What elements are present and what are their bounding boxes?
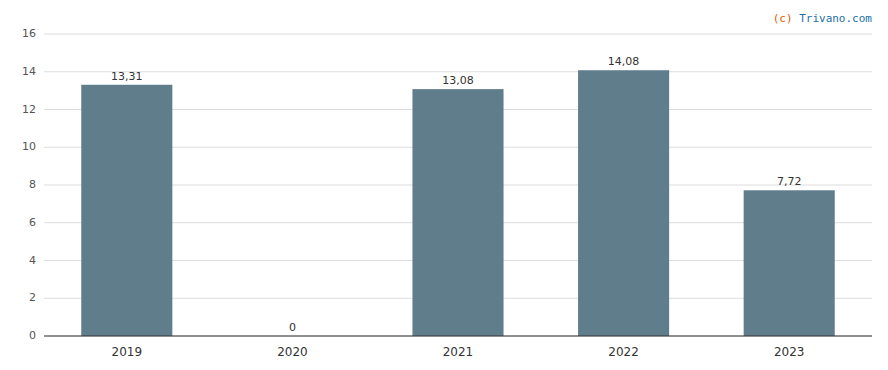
data-label: 7,72 [777, 175, 802, 188]
data-labels: 13,31 0 13,08 14,08 7,72 [111, 55, 801, 334]
grid-line [44, 71, 872, 72]
chart-svg: 0 2 4 6 8 10 12 14 16 13,31 0 13,08 14,08 7,72 2019 202… [0, 0, 888, 370]
grid-line [44, 336, 872, 337]
y-tick-label: 14 [22, 65, 36, 78]
y-tick-labels: 0 2 4 6 8 10 12 14 16 [22, 27, 36, 342]
bar [81, 85, 172, 336]
x-tick-label: 2021 [443, 345, 474, 359]
y-tick-label: 6 [29, 216, 36, 229]
watermark-part: (c) [773, 12, 793, 25]
x-tick-label: 2023 [774, 345, 805, 359]
y-tick-label: 8 [29, 178, 36, 191]
bar [578, 70, 669, 336]
y-tick-label: 16 [22, 27, 36, 40]
x-tick-labels: 2019 2020 2021 2022 2023 [112, 345, 805, 359]
bars [81, 70, 834, 336]
x-tick-label: 2022 [608, 345, 639, 359]
data-label: 0 [289, 321, 296, 334]
watermark-part: Trivano.com [793, 12, 873, 25]
bar [412, 89, 503, 336]
y-tick-label: 0 [29, 329, 36, 342]
watermark: (c) Trivano.com [773, 12, 873, 25]
x-tick-label: 2019 [112, 345, 143, 359]
x-axis-line [44, 336, 872, 337]
y-tick-label: 2 [29, 291, 36, 304]
grid-line [44, 34, 872, 35]
y-grid [44, 34, 872, 336]
x-tick-label: 2020 [277, 345, 308, 359]
data-label: 14,08 [608, 55, 640, 68]
chart-container: 0 2 4 6 8 10 12 14 16 13,31 0 13,08 14,08 7,72 2019 202… [0, 0, 888, 370]
y-tick-label: 12 [22, 103, 36, 116]
y-tick-label: 4 [29, 254, 36, 267]
data-label: 13,31 [111, 70, 143, 83]
y-tick-label: 10 [22, 140, 36, 153]
data-label: 13,08 [442, 74, 474, 87]
bar [744, 190, 835, 336]
